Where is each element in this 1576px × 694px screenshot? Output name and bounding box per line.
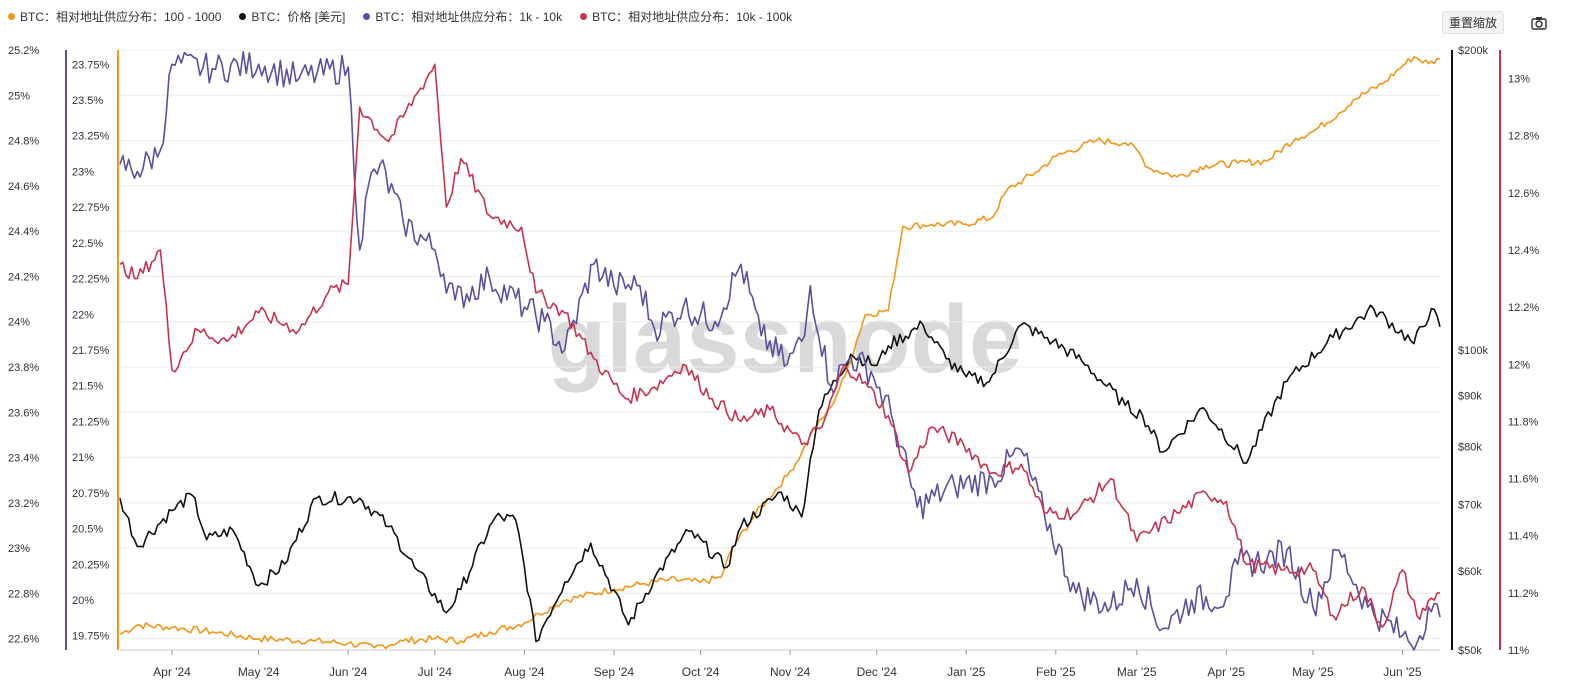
tick-label-purple: 21.25% — [72, 416, 110, 428]
legend-label: BTC：相对地址供应分布：10k - 100k — [592, 10, 793, 24]
legend-label: BTC：相对地址供应分布：100 - 1000 — [20, 10, 222, 24]
x-tick-label: Sep '24 — [594, 665, 635, 679]
tick-label-purple: 21.5% — [72, 381, 103, 393]
legend-item-1k-10k[interactable]: BTC：相对地址供应分布：1k - 10k — [363, 8, 562, 25]
legend-label: BTC：相对地址供应分布：1k - 10k — [375, 10, 563, 24]
tick-label-purple: 23.25% — [72, 131, 110, 143]
legend-dot-icon — [363, 13, 371, 20]
series-lines — [119, 51, 1441, 651]
axes: 25.2% 25% 24.8% 24.6% 24.4% 24.2% 24% 23.8% 23.6… — [8, 45, 1539, 679]
tick-label-red: 12.6% — [1508, 188, 1539, 200]
tick-label-purple: 20.25% — [72, 559, 110, 571]
tick-label-purple: 20.5% — [72, 524, 103, 536]
tick-label-red: 12% — [1508, 359, 1530, 371]
reset-zoom-button[interactable]: 重置缩放 — [1442, 11, 1505, 34]
series-line-1 — [119, 304, 1441, 643]
tick-label-orange: 23.8% — [8, 362, 39, 374]
tick-label-orange: 24.6% — [8, 181, 39, 193]
x-tick-label: Aug '24 — [504, 665, 545, 679]
x-tick-label: Jan '25 — [947, 665, 986, 679]
x-tick-label: Oct '24 — [682, 665, 720, 679]
tick-label-price: $50k — [1458, 645, 1482, 657]
tick-label-purple: 23.5% — [72, 95, 103, 107]
tick-label-price: $80k — [1458, 442, 1482, 454]
x-tick-label: Jun '24 — [329, 665, 368, 679]
tick-label-orange: 24.8% — [8, 136, 39, 148]
tick-label-orange: 23.2% — [8, 498, 39, 510]
x-tick-label: Apr '24 — [153, 665, 191, 679]
tick-label-purple: 22% — [72, 309, 94, 321]
legend-label: BTC：价格 [美元] — [251, 10, 346, 24]
tick-label-purple: 22.75% — [72, 202, 110, 214]
watermark: glassnode — [548, 286, 1023, 393]
tick-label-price: $70k — [1458, 499, 1482, 511]
tick-label-price: $60k — [1458, 566, 1482, 578]
tick-label-orange: 24% — [8, 317, 30, 329]
legend: BTC：相对地址供应分布：100 - 1000 BTC：价格 [美元] BTC：… — [8, 8, 792, 25]
x-tick-label: Feb '25 — [1036, 665, 1076, 679]
tick-label-orange: 22.8% — [8, 588, 39, 600]
tick-label-purple: 21% — [72, 452, 94, 464]
tick-label-purple: 21.75% — [72, 345, 110, 357]
x-tick-label: Jun '25 — [1383, 665, 1422, 679]
camera-icon[interactable] — [1530, 14, 1548, 32]
tick-label-red: 12.8% — [1508, 131, 1539, 143]
tick-label-red: 11.8% — [1508, 416, 1539, 428]
tick-label-red: 11.2% — [1508, 588, 1539, 600]
tick-label-orange: 23.6% — [8, 407, 39, 419]
tick-label-purple: 22.5% — [72, 238, 103, 250]
legend-dot-icon — [8, 13, 15, 20]
series-line-2 — [119, 51, 1441, 651]
tick-label-orange: 24.2% — [8, 271, 39, 283]
tick-label-red: 12.4% — [1508, 245, 1539, 257]
tick-label-red: 11% — [1508, 645, 1529, 657]
legend-dot-icon — [239, 13, 247, 20]
tick-label-orange: 23% — [8, 543, 30, 555]
tick-label-price: $200k — [1458, 45, 1488, 57]
x-tick-label: May '24 — [238, 665, 280, 679]
tick-label-purple: 23% — [72, 166, 94, 178]
tick-label-orange: 25.2% — [8, 45, 39, 57]
legend-dot-icon — [580, 13, 588, 20]
gridlines — [120, 49, 1440, 640]
tick-label-orange: 25% — [8, 90, 30, 102]
x-tick-label: Jul '24 — [418, 665, 453, 679]
x-tick-label: Nov '24 — [770, 665, 811, 679]
tick-label-red: 11.4% — [1508, 531, 1539, 543]
tick-label-purple: 19.75% — [72, 631, 110, 643]
x-tick-label: Mar '25 — [1117, 665, 1157, 679]
tick-label-red: 11.6% — [1508, 474, 1539, 486]
tick-label-orange: 23.4% — [8, 453, 39, 465]
tick-label-orange: 22.6% — [8, 634, 39, 646]
tick-label-purple: 22.25% — [72, 274, 110, 286]
x-tick-label: May '25 — [1292, 665, 1334, 679]
x-tick-label: Dec '24 — [857, 665, 898, 679]
legend-item-10k-100k[interactable]: BTC：相对地址供应分布：10k - 100k — [580, 8, 792, 25]
series-line-0 — [119, 56, 1441, 650]
series-line-3 — [119, 63, 1441, 628]
tick-label-purple: 23.75% — [72, 59, 110, 71]
tick-label-price: $90k — [1458, 391, 1482, 403]
tick-label-purple: 20.75% — [72, 488, 110, 500]
tick-label-red: 12.2% — [1508, 302, 1539, 314]
tick-label-orange: 24.4% — [8, 226, 39, 238]
tick-label-purple: 20% — [72, 595, 94, 607]
legend-item-price[interactable]: BTC：价格 [美元] — [239, 8, 345, 25]
x-tick-label: Apr '25 — [1207, 665, 1245, 679]
tick-label-red: 13% — [1508, 74, 1530, 86]
legend-item-100-1000[interactable]: BTC：相对地址供应分布：100 - 1000 — [8, 8, 221, 25]
tick-label-price: $100k — [1458, 345, 1488, 357]
